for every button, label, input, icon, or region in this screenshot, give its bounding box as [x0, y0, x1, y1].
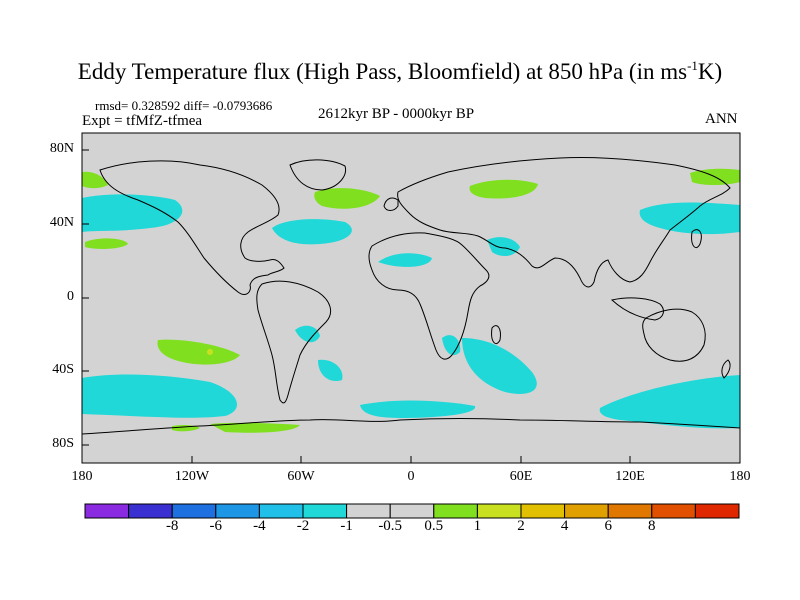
x-tick-label: 0 — [407, 469, 415, 484]
colorbar-label: 8 — [648, 518, 656, 534]
x-tick-label: 60W — [287, 469, 315, 484]
africa-outline — [368, 232, 490, 360]
colorbar-label: -4 — [253, 518, 266, 534]
colorbar-swatch — [476, 503, 522, 519]
season-label: ANN — [705, 111, 738, 127]
coastlines — [81, 156, 741, 435]
x-tick-label: 180 — [729, 469, 751, 484]
north-america-outline — [99, 160, 285, 295]
y-tick-label: 40S — [52, 362, 74, 377]
colorbar-label: 6 — [604, 518, 612, 534]
colorbar-swatch — [171, 503, 217, 519]
antarctica-outline — [81, 418, 741, 435]
colorbar-swatch — [651, 503, 696, 519]
colorbar-swatch — [564, 503, 609, 519]
x-tick-label: 120W — [174, 469, 210, 484]
y-tick-label: 80N — [49, 141, 74, 156]
positive-maximum-spot — [207, 349, 213, 355]
colorbar-label: -0.5 — [378, 518, 403, 534]
x-tick-label: 60E — [509, 469, 533, 484]
colorbar-label: -1 — [340, 518, 353, 534]
british-isles-outline — [383, 197, 399, 211]
australia-outline — [642, 308, 706, 362]
colorbar-swatch — [694, 503, 740, 519]
colorbar-label: -8 — [165, 518, 179, 534]
colorbar-swatch — [433, 503, 478, 519]
colorbar — [84, 503, 740, 519]
greenland-outline — [289, 159, 347, 191]
new-zealand-outline — [721, 359, 731, 379]
colorbar-swatch — [520, 503, 566, 519]
colorbar-swatch — [389, 503, 435, 519]
colorbar-label: 4 — [560, 518, 569, 534]
indonesia-outline — [610, 297, 664, 321]
plot-title: Eddy Temperature flux (High Pass, Bloomf… — [77, 58, 723, 84]
south-america-outline — [256, 280, 332, 404]
colorbar-swatch — [215, 503, 260, 519]
colorbar-label: 1 — [473, 518, 482, 534]
y-tick-label: 40N — [49, 215, 74, 230]
y-tick-label: 80S — [52, 436, 74, 451]
colorbar-label: -2 — [296, 518, 310, 534]
period-label: 2612kyr BP - 0000kyr BP — [318, 106, 475, 122]
colorbar-swatch — [607, 503, 653, 519]
colorbar-swatch — [84, 503, 130, 519]
colorbar-label: 2 — [517, 518, 525, 534]
y-tick-label: 0 — [67, 289, 74, 304]
colorbar-label: 0.5 — [424, 518, 444, 534]
colorbar-label: -6 — [209, 518, 223, 534]
madagascar-outline — [491, 325, 501, 344]
x-tick-label: 180 — [71, 469, 93, 484]
colorbar-swatch — [258, 503, 304, 519]
colorbar-swatch — [128, 503, 173, 519]
japan-outline — [691, 229, 702, 248]
axis-ticks — [81, 149, 741, 463]
stats-line: rmsd= 0.328592 diff= -0.0793686 — [95, 98, 273, 113]
colorbar-swatch — [302, 503, 348, 519]
x-tick-label: 120E — [615, 469, 645, 484]
eurasia-outline — [397, 156, 731, 288]
experiment-line: Expt = tfMfZ-tfmea — [82, 113, 203, 129]
negative-anomaly-patches — [82, 194, 740, 429]
colorbar-swatch — [346, 503, 391, 519]
